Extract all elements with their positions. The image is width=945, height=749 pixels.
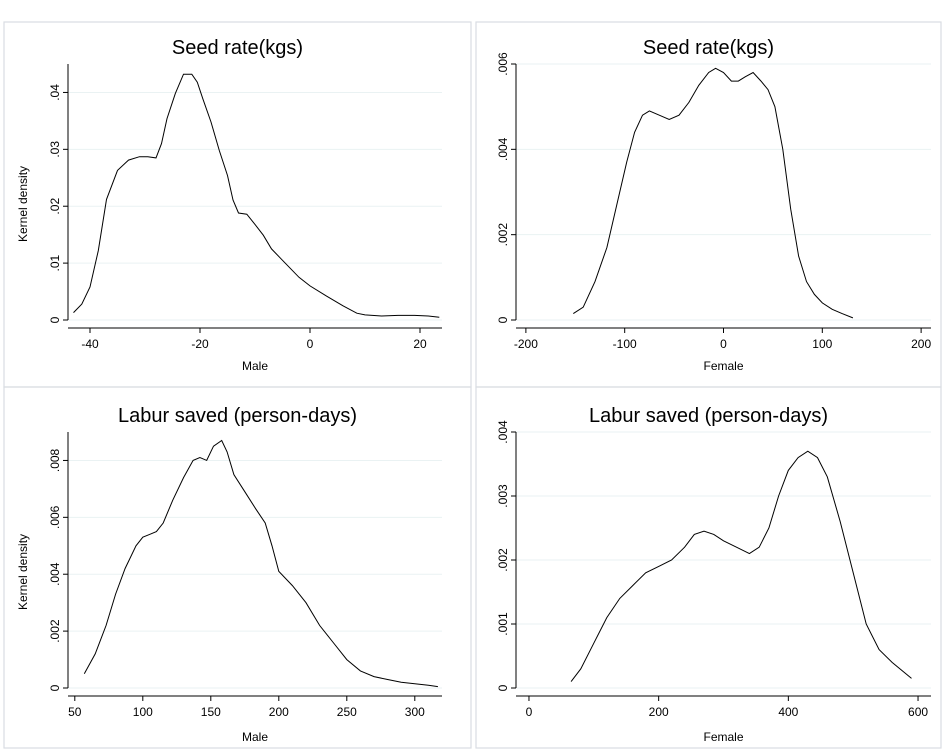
x-tick-label: 50: [68, 705, 82, 719]
y-tick-label: .003: [496, 484, 510, 508]
x-tick-label: 0: [526, 705, 533, 719]
y-tick-label: .04: [48, 84, 62, 101]
chart-title: Labur saved (person-days): [589, 405, 828, 427]
x-tick-label: 20: [413, 337, 427, 351]
y-tick-label: .004: [496, 420, 510, 444]
x-tick-label: 150: [201, 705, 221, 719]
x-axis-label: Female: [703, 359, 743, 373]
x-tick-label: 200: [911, 337, 931, 351]
x-tick-label: 0: [720, 337, 727, 351]
x-tick-label: 200: [649, 705, 669, 719]
y-tick-label: .03: [48, 141, 62, 158]
y-tick-label: 0: [48, 316, 62, 323]
x-tick-label: 400: [778, 705, 798, 719]
y-tick-label: .002: [48, 619, 62, 643]
y-tick-label: .004: [48, 562, 62, 586]
y-tick-label: .008: [48, 448, 62, 472]
x-tick-label: -40: [81, 337, 99, 351]
y-tick-label: .02: [48, 198, 62, 215]
y-tick-label: .002: [496, 223, 510, 247]
x-tick-label: -100: [613, 337, 637, 351]
x-tick-label: 200: [269, 705, 289, 719]
y-tick-label: 0: [48, 684, 62, 691]
x-tick-label: -200: [514, 337, 538, 351]
y-axis-label: Kernel density: [16, 534, 30, 610]
y-tick-label: 0: [496, 316, 510, 323]
x-tick-label: 100: [812, 337, 832, 351]
x-axis-label: Male: [242, 359, 268, 373]
x-axis-label: Male: [242, 730, 268, 744]
x-axis-label: Female: [703, 730, 743, 744]
x-tick-label: -20: [191, 337, 209, 351]
y-tick-label: .004: [496, 137, 510, 161]
chart-title: Labur saved (person-days): [118, 405, 357, 427]
x-tick-label: 600: [908, 705, 928, 719]
y-tick-label: 0: [496, 684, 510, 691]
y-tick-label: .006: [496, 52, 510, 76]
chart-title: Seed rate(kgs): [643, 37, 774, 59]
y-tick-label: .01: [48, 254, 62, 271]
y-axis-label: Kernel density: [16, 166, 30, 242]
x-tick-label: 100: [133, 705, 153, 719]
x-tick-label: 250: [337, 705, 357, 719]
x-tick-label: 0: [307, 337, 314, 351]
y-tick-label: .001: [496, 612, 510, 636]
y-tick-label: .002: [496, 548, 510, 572]
y-tick-label: .006: [48, 505, 62, 529]
x-tick-label: 300: [405, 705, 425, 719]
chart-title: Seed rate(kgs): [172, 37, 303, 59]
